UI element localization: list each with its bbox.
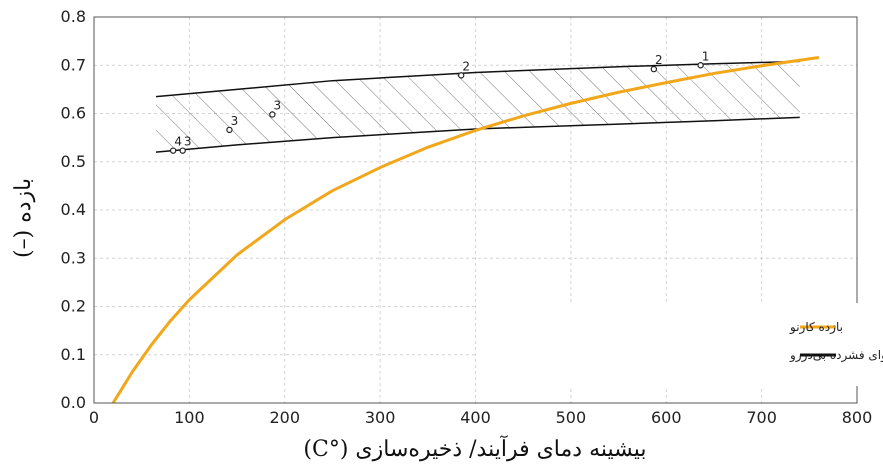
data-point-label: 2	[462, 59, 470, 73]
carnot-line	[111, 56, 820, 403]
x-tick-label: 400	[460, 408, 491, 427]
data-point	[457, 72, 465, 79]
x-tick-label: 200	[269, 408, 300, 427]
y-axis-ticks: 0.0 0.1 0.2 0.3 0.4 0.5 0.6 0.7 0.8	[61, 7, 86, 412]
data-point-label: 3	[274, 98, 282, 112]
x-axis-ticks: 0 100 200 300 400 500 600 700 800	[89, 408, 872, 427]
legend: بازده کارنو بازده چرخه ذخیره‌سازی انرژی …	[477, 303, 883, 386]
efficiency-band	[155, 61, 800, 153]
y-tick-label: 0.7	[61, 55, 86, 74]
x-tick-label: 700	[746, 408, 777, 427]
legend-box	[477, 303, 866, 386]
x-tick-label: 800	[842, 408, 873, 427]
plot-frame	[93, 16, 858, 404]
y-tick-label: 0.8	[61, 7, 86, 26]
data-point	[269, 111, 276, 118]
y-tick-label: 0.0	[61, 393, 86, 412]
y-tick-label: 0.4	[61, 200, 86, 219]
x-tick-label: 300	[365, 408, 396, 427]
data-point-label: 4	[174, 135, 182, 149]
caes-upper-line	[155, 60, 800, 98]
x-tick-label: 500	[556, 408, 587, 427]
data-point	[226, 126, 233, 134]
y-tick-label: 0.2	[61, 297, 86, 316]
x-tick-label: 100	[174, 408, 205, 427]
y-tick-label: 0.3	[61, 248, 86, 267]
efficiency-band-hatch	[155, 61, 800, 153]
data-point	[169, 147, 177, 154]
data-point	[697, 62, 704, 69]
y-tick-label: 0.6	[61, 104, 86, 123]
grid	[94, 17, 857, 403]
legend-label-caes: بازده چرخه ذخیره‌سازی انرژی هوای فشرده ب…	[789, 348, 883, 363]
x-tick-label: 600	[651, 408, 682, 427]
data-point-label: 1	[702, 49, 710, 63]
data-point	[179, 147, 186, 154]
x-tick-label: 0	[89, 408, 99, 427]
data-point-label: 3	[231, 114, 239, 128]
data-point-label: 3	[184, 135, 192, 149]
y-axis-title: بازده (–)	[11, 178, 36, 258]
legend-label-carnot: بازده کارنو	[789, 320, 843, 335]
series-lines	[111, 56, 820, 403]
y-tick-label: 0.5	[61, 152, 86, 171]
data-point	[650, 65, 658, 73]
x-axis-title: بیشینه دمای فرآیند/ ذخیره‌سازی (°C)	[303, 435, 646, 462]
y-tick-label: 0.1	[61, 345, 86, 364]
data-point-label: 2	[655, 53, 663, 67]
